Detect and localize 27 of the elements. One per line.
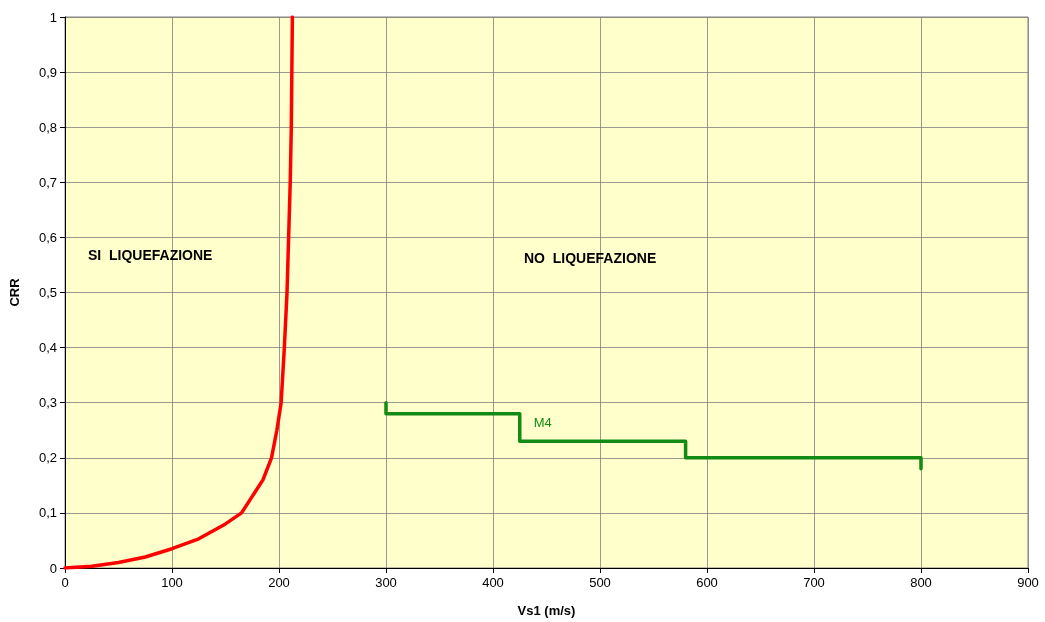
annotation: SI LIQUEFAZIONE	[88, 247, 213, 263]
annotation: NO LIQUEFAZIONE	[524, 250, 657, 266]
series-label: M4	[533, 414, 552, 430]
y-tick-label: 0,6	[38, 229, 57, 245]
y-axis-title: CRR	[7, 277, 22, 307]
y-tick-label: 0,3	[38, 395, 57, 411]
y-tick-label: 0,2	[38, 450, 57, 466]
x-tick-label: 500	[589, 575, 611, 590]
y-tick-label: 0	[49, 560, 57, 576]
y-tick-label: 1	[49, 9, 57, 25]
x-tick-label: 100	[161, 575, 183, 590]
x-tick-label: 0	[61, 575, 69, 590]
y-tick-label: 0,9	[38, 64, 57, 80]
line-series	[384, 400, 923, 471]
y-tick-label: 0,8	[38, 119, 57, 135]
x-tick-label: 800	[910, 575, 932, 590]
x-tick-label: 200	[268, 575, 290, 590]
y-tick-label: 0,1	[38, 505, 57, 521]
x-tick-label: 700	[803, 575, 825, 590]
y-tick-label: 0,5	[38, 285, 57, 300]
x-tick-label: 600	[696, 575, 718, 590]
x-axis-title: Vs1 (m/s)	[517, 603, 576, 618]
x-tick-label: 900	[1017, 575, 1039, 590]
y-tick-label: 0,7	[38, 174, 57, 190]
x-tick-label: 400	[482, 575, 504, 590]
y-tick-label: 0,4	[38, 340, 57, 356]
x-tick-label: 300	[375, 575, 397, 590]
